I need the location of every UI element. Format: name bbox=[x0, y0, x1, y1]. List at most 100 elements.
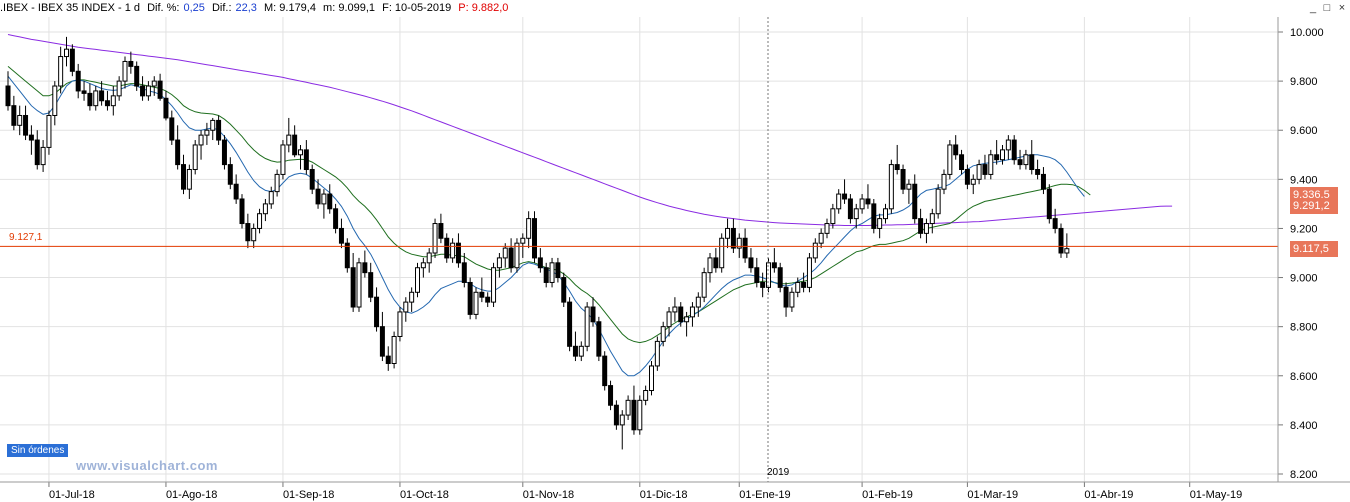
x-tick-label: 01-Oct-18 bbox=[400, 489, 449, 501]
candle-body bbox=[912, 183, 918, 220]
candle-body bbox=[684, 316, 690, 323]
dif-pct-label: Dif. %: bbox=[147, 2, 180, 14]
candle-body bbox=[561, 277, 567, 303]
candle-body bbox=[122, 60, 128, 82]
candle-body bbox=[321, 193, 327, 205]
candle-body bbox=[461, 262, 467, 283]
reference-line-label: 9.127,1 bbox=[9, 232, 43, 243]
candle-body bbox=[169, 117, 175, 141]
candle-body bbox=[157, 80, 163, 99]
x-tick-label: 01-Mar-19 bbox=[967, 489, 1018, 501]
candle-body bbox=[344, 242, 350, 269]
candle-body bbox=[701, 272, 707, 298]
y-tick-label: 8.800 bbox=[1290, 322, 1318, 334]
candle-body bbox=[1023, 154, 1029, 166]
candle-body bbox=[473, 291, 479, 315]
candle-body bbox=[397, 311, 403, 337]
candle-body bbox=[221, 139, 227, 166]
candle-body bbox=[929, 213, 935, 225]
dif-value: 22,3 bbox=[235, 2, 257, 14]
candle-body bbox=[356, 262, 362, 308]
candle-body bbox=[672, 306, 678, 313]
candle-body bbox=[649, 365, 654, 392]
candle-body bbox=[1029, 154, 1035, 171]
candle-body bbox=[608, 385, 614, 406]
x-tick-label: 01-Nov-18 bbox=[523, 489, 574, 501]
candle-body bbox=[28, 134, 34, 141]
candle-body bbox=[479, 291, 485, 298]
candle-body bbox=[245, 223, 251, 242]
candle-body bbox=[906, 183, 912, 190]
candle-body bbox=[368, 272, 374, 298]
candle-body bbox=[543, 267, 549, 283]
candle-body bbox=[959, 154, 965, 171]
candle-body bbox=[145, 85, 151, 97]
candle-body bbox=[210, 119, 216, 131]
max-label: M: 9.179,4 bbox=[264, 2, 316, 14]
candle-body bbox=[964, 169, 970, 185]
candle-body bbox=[976, 164, 982, 180]
candle-body bbox=[280, 144, 286, 175]
candle-body bbox=[994, 154, 1000, 161]
y-tick-label: 9.000 bbox=[1290, 273, 1318, 285]
maximize-button[interactable]: □ bbox=[1323, 2, 1331, 14]
candle-body bbox=[514, 242, 520, 269]
candle-body bbox=[883, 208, 888, 220]
candle-body bbox=[771, 262, 777, 269]
candle-body bbox=[379, 326, 385, 357]
candle-body bbox=[455, 242, 461, 264]
candle-body bbox=[104, 100, 110, 107]
y-tick-label: 10.000 bbox=[1290, 27, 1324, 39]
candle-body bbox=[262, 203, 268, 215]
candle-body bbox=[678, 306, 684, 323]
candle-body bbox=[666, 311, 672, 328]
y-tick-label: 8.400 bbox=[1290, 420, 1318, 432]
candle-body bbox=[789, 291, 795, 308]
candle-body bbox=[485, 296, 491, 303]
candles bbox=[5, 36, 1070, 450]
candle-body bbox=[257, 213, 263, 229]
candle-body bbox=[309, 169, 315, 190]
candle-body bbox=[631, 399, 637, 431]
candle-body bbox=[795, 281, 801, 293]
minimize-button[interactable]: _ bbox=[1309, 2, 1317, 14]
price-badge-last: 9.117,5 bbox=[1290, 240, 1338, 257]
close-button[interactable]: × bbox=[1338, 2, 1346, 14]
candle-body bbox=[298, 149, 303, 156]
candle-body bbox=[315, 188, 321, 205]
candle-body bbox=[233, 183, 239, 200]
candle-body bbox=[420, 262, 426, 269]
chart-header: .IBEX - IBEX 35 INDEX - 1 d Dif. %: 0,25 … bbox=[0, 0, 1278, 16]
candle-body bbox=[1000, 149, 1005, 161]
candle-body bbox=[87, 92, 93, 107]
x-tick-label: 01-Feb-19 bbox=[862, 489, 913, 501]
y-tick-label: 8.600 bbox=[1290, 371, 1318, 383]
candle-body bbox=[110, 95, 116, 107]
candle-body bbox=[613, 404, 619, 426]
date-label: F: 10-05-2019 bbox=[382, 2, 452, 14]
candle-body bbox=[81, 90, 87, 94]
candle-body bbox=[251, 227, 257, 242]
candle-body bbox=[1040, 173, 1046, 190]
x-axis: 01-Jul-18 01-Ago-18 01-Sep-18 01-Oct-18 01-N… bbox=[48, 482, 1242, 501]
candle-body bbox=[941, 173, 947, 190]
candle-body bbox=[93, 90, 99, 107]
candle-body bbox=[34, 139, 40, 166]
candle-body bbox=[1064, 248, 1070, 254]
candle-body bbox=[134, 65, 140, 87]
candle-body bbox=[5, 85, 11, 107]
candle-body bbox=[491, 267, 497, 303]
status-badge[interactable]: Sin órdenes bbox=[7, 444, 69, 457]
candle-body bbox=[1058, 227, 1064, 254]
candle-body bbox=[333, 208, 339, 229]
candle-body bbox=[532, 218, 537, 259]
y-tick-label: 8.200 bbox=[1290, 469, 1318, 481]
candle-body bbox=[572, 345, 578, 357]
y-tick-label: 9.400 bbox=[1290, 174, 1318, 186]
candle-body bbox=[496, 257, 502, 269]
candle-body bbox=[590, 306, 596, 323]
moving-average-line bbox=[7, 66, 1091, 344]
candle-body bbox=[450, 242, 456, 259]
candle-body bbox=[713, 257, 719, 269]
candle-body bbox=[274, 173, 280, 193]
